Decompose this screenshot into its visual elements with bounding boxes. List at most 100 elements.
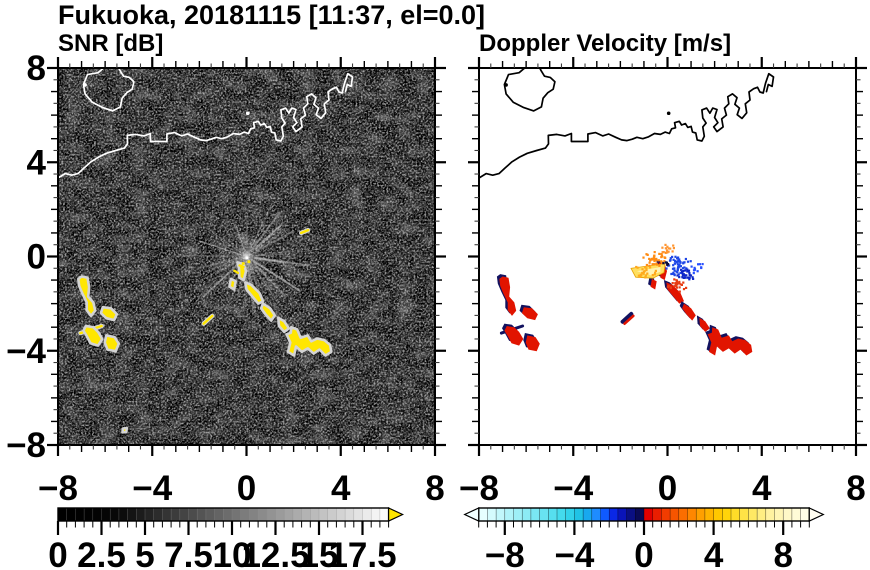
snr-x-tick-label: −8 [38, 469, 78, 508]
echo-trail-cluster-toward [707, 327, 753, 356]
snr-center-dot [245, 256, 249, 260]
snr-colorbar-segment [370, 507, 381, 522]
velocity-colorbar-segment [635, 507, 645, 522]
snr-echoes [77, 227, 333, 434]
echo-south-dot [121, 426, 129, 434]
velocity-colorbar-segment [643, 507, 654, 522]
snr-colorbar-segment [92, 507, 103, 522]
snr-colorbar-segment [292, 507, 303, 522]
velocity-colorbar-segment [695, 507, 706, 522]
snr-colorbar-tick-label: 2.5 [77, 536, 126, 570]
velocity-colorbar-segment [687, 507, 697, 522]
velocity-colorbar-segment [504, 507, 515, 522]
snr-colorbar-tick-label: 17.5 [328, 536, 396, 570]
snr-colorbar-segment [153, 507, 163, 522]
snr-colorbar-segment [336, 507, 346, 522]
snr-colorbar-segment [101, 507, 111, 522]
snr-colorbar-segment [362, 507, 372, 522]
snr-colorbar-segment [310, 507, 320, 522]
snr-colorbar-segment [162, 507, 172, 522]
snr-panel [58, 68, 435, 445]
velocity-colorbar-segment [739, 507, 749, 522]
echo-west-blob-toward [521, 307, 538, 321]
velocity-colorbar-segment [704, 507, 715, 522]
velocity-colorbar-segment [774, 507, 784, 522]
velocity-x-tick-label: −4 [553, 469, 593, 508]
snr-colorbar-segment [379, 507, 390, 522]
velocity-colorbar-segment [565, 507, 575, 522]
velocity-colorbar-segment [652, 507, 662, 522]
snr-colorbar-segment [109, 507, 120, 522]
echo-west-lower-blob-2-toward [525, 335, 540, 352]
y-tick-label: −8 [6, 426, 46, 465]
snr-x-tick-label: 4 [331, 469, 351, 508]
snr-colorbar-segment [301, 507, 311, 522]
snr-center-dot [241, 262, 245, 265]
snr-colorbar-tick-label: 5 [135, 536, 154, 570]
snr-colorbar-overflow-arrow-right [388, 507, 405, 522]
snr-center-dot [247, 260, 251, 264]
velocity-colorbar-segment [548, 507, 558, 522]
snr-colorbar-segment [266, 507, 277, 522]
velocity-colorbar-tick-label: 8 [773, 536, 792, 570]
velocity-colorbar-segment [574, 507, 584, 522]
echo-west-snake-toward [499, 276, 517, 316]
snr-colorbar-tick-label: 10 [213, 536, 252, 570]
snr-colorbar-segment [344, 507, 355, 522]
snr-colorbar-segment [136, 507, 146, 522]
velocity-colorbar-tick-label: 0 [634, 536, 653, 570]
velocity-x-tick-label: −8 [459, 469, 499, 508]
echo-trail-3 [277, 316, 291, 334]
velocity-colorbar-segment [478, 507, 488, 522]
velocity-colorbar-segment [582, 507, 593, 522]
velocity-colorbar-segment [678, 507, 689, 522]
velocity-colorbar-segment [765, 507, 776, 522]
velocity-x-tick-label: 0 [658, 469, 677, 508]
echo-mid-streak-away [620, 311, 634, 324]
snr-center-dash [233, 269, 240, 275]
velocity-colorbar-tick-label: −8 [485, 536, 525, 570]
y-tick-label: 8 [27, 49, 46, 88]
snr-colorbar-segment [249, 507, 259, 522]
snr-colorbar-tick-label: 12.5 [241, 536, 309, 570]
velocity-speckle-cluster [665, 255, 692, 277]
velocity-colorbar-segment [782, 507, 793, 522]
snr-colorbar-tick-label: 7.5 [164, 536, 213, 570]
snr-axes [47, 57, 446, 456]
snr-colorbar-segment [144, 507, 155, 522]
snr-colorbar-segment [170, 507, 181, 522]
snr-colorbar-segment [196, 507, 207, 522]
velocity-colorbar-segment [661, 507, 671, 522]
velocity-colorbar-overflow-arrow-left [463, 507, 480, 522]
snr-colorbar-segment [66, 507, 76, 522]
velocity-colorbar-segment [800, 507, 810, 522]
velocity-colorbar-segment [748, 507, 758, 522]
echo-trail-2-toward [682, 303, 696, 321]
snr-colorbar-segment [318, 507, 329, 522]
velocity-colorbar-segment [791, 507, 802, 522]
y-tick-label: −4 [6, 332, 46, 371]
snr-x-tick-label: 8 [425, 469, 444, 508]
echo-trail-1 [244, 281, 265, 305]
echo-center-small [228, 277, 237, 291]
snr-colorbar-segment [231, 507, 242, 522]
echo-west-lower-blob-2 [103, 334, 121, 353]
snr-colorbar-segment [127, 507, 137, 522]
snr-colorbar-segment [353, 507, 364, 522]
snr-colorbar-segment [214, 507, 224, 522]
velocity-speckle-cluster [676, 268, 695, 281]
snr-colorbar-segment [118, 507, 129, 522]
snr-colorbar-segment [257, 507, 268, 522]
snr-colorbar-segment [75, 507, 85, 522]
coastline-main [58, 72, 354, 179]
coastline-island [82, 68, 135, 112]
coastline-islet [245, 111, 250, 116]
snr-colorbar-segment [188, 507, 198, 522]
velocity-colorbar [463, 507, 825, 535]
velocity-speckle-cluster [635, 265, 657, 279]
velocity-colorbar-tick-label: −4 [554, 536, 594, 570]
echo-mid-streak [202, 314, 214, 325]
velocity-speckle-cluster [661, 243, 675, 254]
